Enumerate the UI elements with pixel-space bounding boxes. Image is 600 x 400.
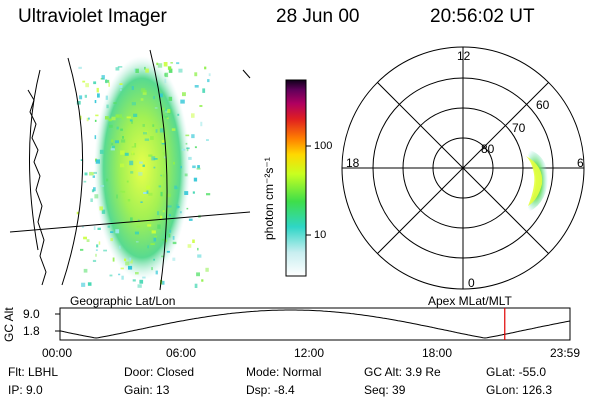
- colorbar: [285, 79, 311, 277]
- gc-alt-status: GC Alt: 3.9 Re: [364, 365, 441, 379]
- header-time: 20:56:02 UT: [430, 6, 535, 27]
- ip-status: IP: 9.0: [8, 383, 43, 397]
- seq-status: Seq: 39: [364, 383, 406, 397]
- mlt-label-18: 18: [346, 156, 360, 170]
- altitude-trace: [59, 309, 571, 339]
- emission-speckles: [76, 62, 211, 288]
- altitude-ytick-1: 1.8: [23, 324, 40, 338]
- apex-label: Apex MLat/MLT: [428, 294, 512, 308]
- altitude-ytick-9: 9.0: [23, 307, 40, 321]
- altitude-ylabel: GC Alt: [2, 307, 16, 342]
- colorbar-scale: [285, 79, 307, 277]
- mlt-label-6: 6: [577, 156, 584, 170]
- meridian-line: [29, 69, 41, 251]
- glon-status: GLon: 126.3: [486, 383, 553, 397]
- xtick-0000: 00:00: [42, 346, 73, 360]
- xtick-0600: 06:00: [166, 346, 197, 360]
- glat-status: GLat: -55.0: [486, 365, 547, 379]
- mlt-label-0: 0: [468, 276, 475, 290]
- lat-label-60: 60: [536, 98, 550, 112]
- door-status: Door: Closed: [124, 365, 195, 379]
- coastline: [242, 69, 251, 79]
- meridian-line: [61, 57, 84, 286]
- dsp-status: Dsp: -8.4: [246, 383, 295, 397]
- mlt-label-12: 12: [457, 49, 471, 63]
- geographic-map-panel: [9, 49, 251, 291]
- lat-label-80: 80: [481, 142, 495, 156]
- polar-axis-diagonal: [377, 82, 549, 254]
- meridian-line: [149, 49, 168, 291]
- colorbar-tick-100: 100: [314, 140, 333, 152]
- aurora-emission-polar: [522, 148, 548, 214]
- polar-plot: [341, 46, 585, 290]
- header-date: 28 Jun 00: [276, 6, 360, 27]
- lat-label-70: 70: [512, 121, 526, 135]
- xtick-1200: 12:00: [294, 346, 325, 360]
- instrument-title: Ultraviolet Imager: [18, 6, 167, 27]
- mode-status: Mode: Normal: [246, 365, 322, 379]
- filter-status: Flt: LBHL: [8, 365, 59, 379]
- geographic-label: Geographic Lat/Lon: [70, 294, 176, 308]
- xtick-1800: 18:00: [422, 346, 453, 360]
- gain-status: Gain: 13: [124, 383, 170, 397]
- altitude-plot: [55, 307, 571, 341]
- coastline: [27, 89, 47, 286]
- colorbar-unit-label: photon cm⁻²s⁻¹: [262, 157, 276, 240]
- latitude-line: [9, 211, 251, 233]
- altitude-plot-frame: [59, 307, 571, 341]
- xtick-2359: 23:59: [550, 346, 581, 360]
- colorbar-tick-10: 10: [314, 229, 327, 241]
